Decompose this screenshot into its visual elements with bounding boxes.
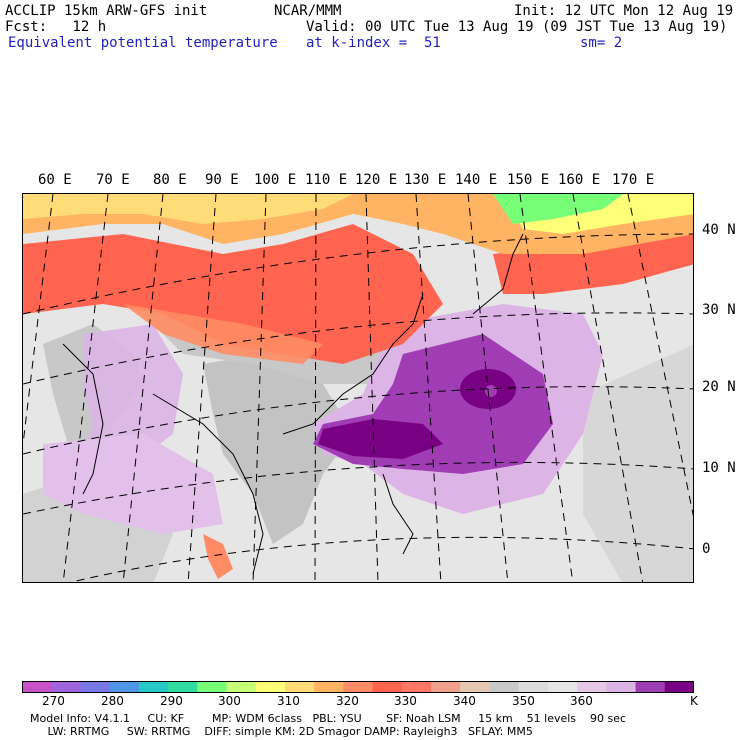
model-title: ACCLIP 15km ARW-GFS init <box>5 3 208 19</box>
purple-area-indian-ocean <box>43 434 223 534</box>
colorbar-swatch <box>168 681 198 693</box>
indochina-land <box>203 354 353 544</box>
colorbar-swatch <box>314 681 344 693</box>
colorbar-border <box>22 681 694 693</box>
japan-coast <box>472 233 524 315</box>
lon-line-140e <box>467 194 509 582</box>
colorbar <box>22 681 694 693</box>
lon-label-170e: 170 E <box>612 172 655 188</box>
lon-label-160e: 160 E <box>558 172 601 188</box>
cbar-label-330: 330 <box>394 694 417 708</box>
lon-label-80e: 80 E <box>153 172 187 188</box>
colorbar-swatch <box>518 681 549 693</box>
colorbar-swatch <box>255 681 286 693</box>
smoothing-label: sm= 2 <box>580 35 623 51</box>
cbar-unit: K <box>690 694 698 708</box>
lon-line-110e <box>314 194 317 582</box>
colorbar-swatch <box>80 681 111 693</box>
china-coast <box>282 293 424 435</box>
coastlines <box>62 233 524 575</box>
green-area-northeast <box>493 194 623 224</box>
typhoon-eye <box>485 385 497 397</box>
dark-purple-south-china-sea <box>318 419 443 459</box>
lon-label-90e: 90 E <box>205 172 239 188</box>
colorbar-swatch <box>577 681 607 693</box>
cbar-label-340: 340 <box>453 694 476 708</box>
colorbar-swatch <box>664 681 694 693</box>
colorbar-swatch <box>284 681 315 693</box>
lat-label-40n: 40 N <box>702 222 736 238</box>
cbar-label-320: 320 <box>336 694 359 708</box>
colorbar-swatch <box>460 681 490 693</box>
lat-label-10n: 10 N <box>702 460 736 476</box>
colorbar-swatch <box>431 681 461 693</box>
colorbar-swatch <box>226 681 257 693</box>
lon-line-70e <box>62 194 109 582</box>
colorbar-swatch <box>635 681 666 693</box>
lon-line-90e <box>187 194 217 582</box>
lon-label-110e: 110 E <box>305 172 348 188</box>
india-coast <box>62 343 104 495</box>
valid-time: Valid: 00 UTC Tue 13 Aug 19 (09 JST Tue … <box>306 19 728 35</box>
field-name: Equivalent potential temperature <box>8 35 278 51</box>
lon-line-150e <box>519 194 574 582</box>
salmon-band <box>123 304 323 364</box>
lon-label-120e: 120 E <box>355 172 398 188</box>
colorbar-swatch <box>372 681 403 693</box>
lon-label-100e: 100 E <box>254 172 297 188</box>
lon-label-130e: 130 E <box>404 172 447 188</box>
forecast-hour: Fcst: 12 h <box>5 19 107 35</box>
colorbar-swatch <box>138 681 169 693</box>
yellow-band-northwest <box>23 194 353 224</box>
cbar-label-280: 280 <box>101 694 124 708</box>
graticule <box>23 194 693 582</box>
colorbar-swatch <box>197 681 228 693</box>
lon-line-100e <box>252 194 267 582</box>
colorbar-swatch <box>343 681 374 693</box>
colorbar-swatch <box>489 681 520 693</box>
orange-patch-sumatra <box>203 534 233 579</box>
lat-line-40n <box>23 233 693 315</box>
level-label: at k-index = 51 <box>306 35 441 51</box>
org-label: NCAR/MMM <box>274 3 342 19</box>
colorbar-swatch <box>547 681 578 693</box>
map-field <box>23 194 693 582</box>
lon-line-130e <box>415 194 442 582</box>
colorbar-swatch <box>22 681 52 693</box>
model-info-line2: LW: RRTMG SW: RRTMG DIFF: simple KM: 2D … <box>30 725 533 738</box>
cbar-label-290: 290 <box>160 694 183 708</box>
lat-line-10n <box>23 461 693 515</box>
map-panel <box>22 193 694 583</box>
lon-label-70e: 70 E <box>96 172 130 188</box>
lat-label-20n: 20 N <box>702 379 736 395</box>
lon-line-120e <box>365 194 379 582</box>
lat-line-20n <box>23 386 693 455</box>
lat-line-30n <box>23 312 693 385</box>
cbar-label-300: 300 <box>218 694 241 708</box>
lat-label-30n: 30 N <box>702 302 736 318</box>
model-info-line1: Model Info: V4.1.1 CU: KF MP: WDM 6class… <box>30 712 627 725</box>
lon-label-60e: 60 E <box>38 172 72 188</box>
colorbar-swatch <box>51 681 81 693</box>
cbar-label-270: 270 <box>42 694 65 708</box>
colorbar-swatch <box>401 681 432 693</box>
philippines-coast <box>382 473 414 555</box>
cbar-label-360: 360 <box>570 694 593 708</box>
lon-line-80e <box>122 194 164 582</box>
lon-line-170e <box>627 194 693 517</box>
init-time: Init: 12 UTC Mon 12 Aug 19 <box>514 3 734 19</box>
lon-line-160e <box>572 194 644 582</box>
lat-label-0: 0 <box>702 541 711 557</box>
colorbar-swatch <box>109 681 140 693</box>
lon-label-140e: 140 E <box>455 172 498 188</box>
lon-label-150e: 150 E <box>507 172 550 188</box>
lat-line-0 <box>69 536 693 582</box>
cbar-label-310: 310 <box>277 694 300 708</box>
red-belt-continent <box>23 224 443 364</box>
colorbar-swatch <box>606 681 637 693</box>
cbar-label-350: 350 <box>512 694 535 708</box>
